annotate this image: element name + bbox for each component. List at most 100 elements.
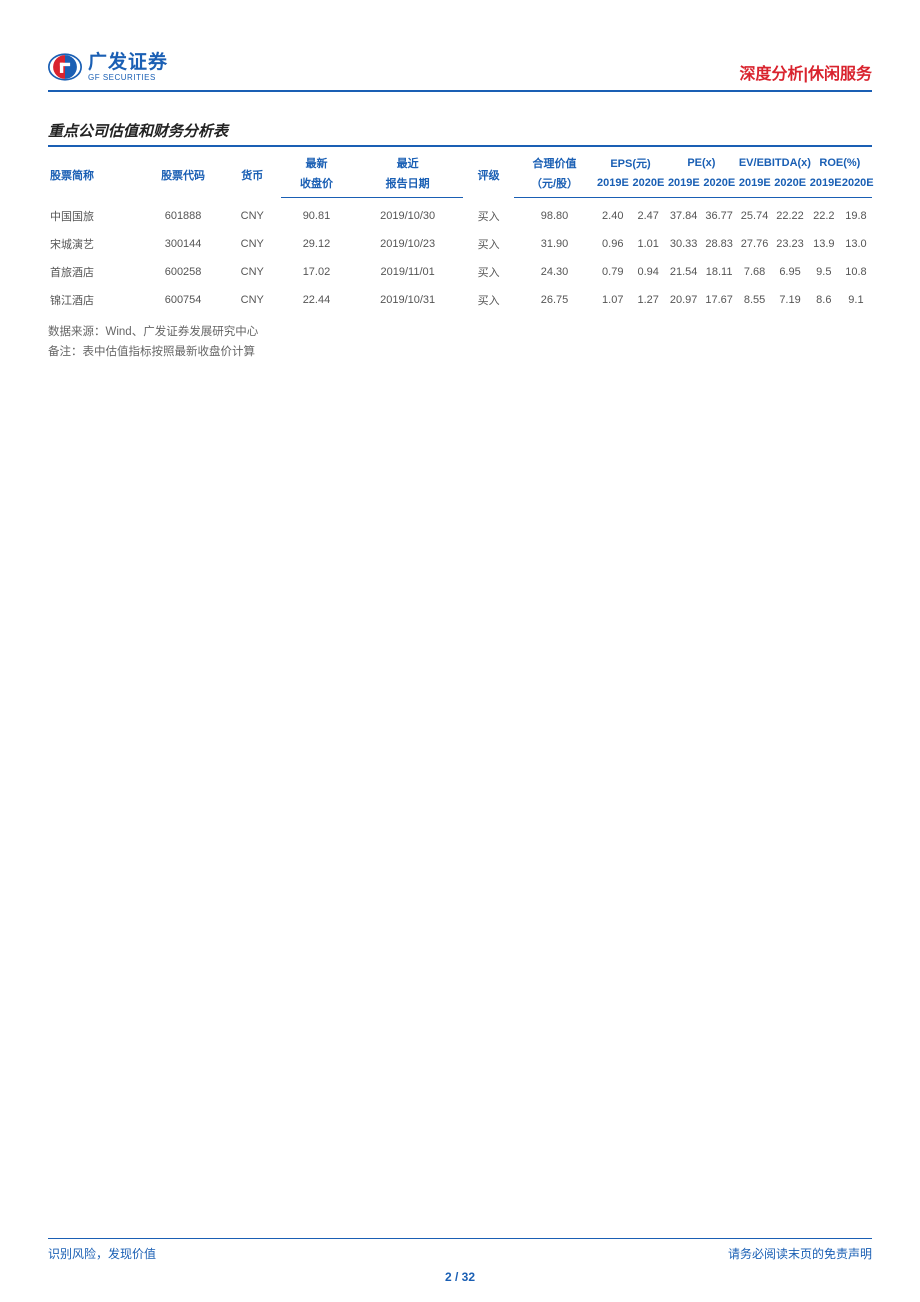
cell-ev20: 22.22: [772, 198, 807, 230]
cell-name: 中国国旅: [48, 198, 143, 230]
cell-date: 2019/10/23: [352, 230, 463, 258]
cell-rating: 买入: [463, 230, 514, 258]
gf-logo-icon: [48, 50, 82, 84]
cell-eps19: 1.07: [595, 286, 630, 314]
footer-right: 请务必阅读末页的免责声明: [728, 1245, 872, 1262]
cell-ccy: CNY: [224, 198, 281, 230]
cell-ccy: CNY: [224, 286, 281, 314]
cell-eps19: 0.96: [595, 230, 630, 258]
cell-name: 锦江酒店: [48, 286, 143, 314]
cell-code: 601888: [143, 198, 224, 230]
th-ev19: 2019E: [737, 173, 772, 198]
th-fair-unit: （元/股）: [514, 173, 595, 198]
th-pe: PE(x): [666, 147, 737, 173]
th-pe19: 2019E: [666, 173, 701, 198]
cell-rating: 买入: [463, 258, 514, 286]
note-remark: 备注：表中估值指标按照最新收盘价计算: [48, 342, 872, 363]
th-eps19: 2019E: [595, 173, 630, 198]
cell-ccy: CNY: [224, 258, 281, 286]
brand-name-en: GF SECURITIES: [88, 74, 168, 82]
cell-code: 600754: [143, 286, 224, 314]
cell-date: 2019/10/31: [352, 286, 463, 314]
th-roe19: 2019E: [808, 173, 840, 198]
cell-pe19: 30.33: [666, 230, 701, 258]
th-eps20: 2020E: [630, 173, 665, 198]
cell-rating: 买入: [463, 286, 514, 314]
cell-code: 600258: [143, 258, 224, 286]
doc-category: 深度分析|休闲服务: [740, 60, 872, 84]
th-rating: 评级: [463, 147, 514, 198]
cell-roe20: 9.1: [840, 286, 872, 314]
table-row: 首旅酒店600258CNY17.022019/11/01买入24.300.790…: [48, 258, 872, 286]
cell-ev20: 6.95: [772, 258, 807, 286]
th-ev20: 2020E: [772, 173, 807, 198]
cell-eps19: 2.40: [595, 198, 630, 230]
th-fair: 合理价值: [514, 147, 595, 173]
cell-pe20: 17.67: [701, 286, 736, 314]
cell-pe20: 28.83: [701, 230, 736, 258]
cell-close: 22.44: [281, 286, 352, 314]
cell-eps19: 0.79: [595, 258, 630, 286]
cell-ev19: 7.68: [737, 258, 772, 286]
cell-roe19: 8.6: [808, 286, 840, 314]
cell-pe19: 21.54: [666, 258, 701, 286]
cell-date: 2019/11/01: [352, 258, 463, 286]
cell-roe20: 10.8: [840, 258, 872, 286]
table-notes: 数据来源：Wind、广发证券发展研究中心 备注：表中估值指标按照最新收盘价计算: [48, 322, 872, 363]
cell-ev19: 27.76: [737, 230, 772, 258]
cell-date: 2019/10/30: [352, 198, 463, 230]
cell-rating: 买入: [463, 198, 514, 230]
table-row: 宋城演艺300144CNY29.122019/10/23买入31.900.961…: [48, 230, 872, 258]
cell-ccy: CNY: [224, 230, 281, 258]
cell-fair: 31.90: [514, 230, 595, 258]
cell-name: 宋城演艺: [48, 230, 143, 258]
cell-name: 首旅酒店: [48, 258, 143, 286]
table-row: 锦江酒店600754CNY22.442019/10/31买入26.751.071…: [48, 286, 872, 314]
th-roe20: 2020E: [840, 173, 872, 198]
th-eps: EPS(元): [595, 147, 666, 173]
cell-code: 300144: [143, 230, 224, 258]
table-row: 中国国旅601888CNY90.812019/10/30买入98.802.402…: [48, 198, 872, 230]
cell-roe20: 19.8: [840, 198, 872, 230]
footer-left: 识别风险，发现价值: [48, 1245, 156, 1262]
cell-ev19: 25.74: [737, 198, 772, 230]
cell-close: 90.81: [281, 198, 352, 230]
th-date: 报告日期: [352, 173, 463, 198]
cell-pe19: 20.97: [666, 286, 701, 314]
cell-roe19: 9.5: [808, 258, 840, 286]
th-close: 收盘价: [281, 173, 352, 198]
th-roe: ROE(%): [808, 147, 872, 173]
cell-pe19: 37.84: [666, 198, 701, 230]
section-title: 重点公司估值和财务分析表: [48, 120, 872, 147]
th-pe20: 2020E: [701, 173, 736, 198]
cell-eps20: 1.27: [630, 286, 665, 314]
cell-ev20: 7.19: [772, 286, 807, 314]
cell-pe20: 18.11: [701, 258, 736, 286]
th-ev: EV/EBITDA(x): [737, 147, 808, 173]
cell-ev20: 23.23: [772, 230, 807, 258]
cell-fair: 24.30: [514, 258, 595, 286]
th-close-group: 最新: [281, 147, 352, 173]
cell-close: 17.02: [281, 258, 352, 286]
valuation-table: 股票简称 股票代码 货币 最新 最近 评级 合理价值 EPS(元) PE(x) …: [48, 147, 872, 314]
page-header: 广发证券 GF SECURITIES 深度分析|休闲服务: [48, 50, 872, 92]
brand-name-cn: 广发证券: [88, 53, 168, 72]
cell-roe19: 22.2: [808, 198, 840, 230]
cell-eps20: 0.94: [630, 258, 665, 286]
cell-pe20: 36.77: [701, 198, 736, 230]
cell-fair: 26.75: [514, 286, 595, 314]
note-source: 数据来源：Wind、广发证券发展研究中心: [48, 322, 872, 343]
cell-close: 29.12: [281, 230, 352, 258]
th-ccy: 货币: [224, 147, 281, 198]
th-name: 股票简称: [48, 147, 143, 198]
cell-roe20: 13.0: [840, 230, 872, 258]
cell-eps20: 1.01: [630, 230, 665, 258]
th-code: 股票代码: [143, 147, 224, 198]
cell-eps20: 2.47: [630, 198, 665, 230]
page-number: 2 / 32: [48, 1270, 872, 1284]
cell-ev19: 8.55: [737, 286, 772, 314]
brand-logo: 广发证券 GF SECURITIES: [48, 50, 168, 84]
cell-fair: 98.80: [514, 198, 595, 230]
page-footer: 识别风险，发现价值 请务必阅读末页的免责声明 2 / 32: [48, 1238, 872, 1262]
th-date-group: 最近: [352, 147, 463, 173]
